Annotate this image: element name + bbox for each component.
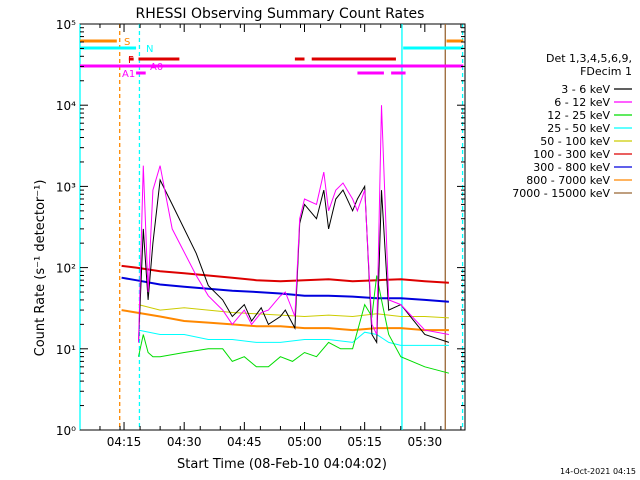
legend-header-line: Det 1,3,4,5,6,9, (546, 52, 632, 65)
legend-entry-label: 300 - 800 keV (533, 161, 610, 174)
series-line-50-100-kev (138, 304, 449, 319)
flag-label-a1: A1 (122, 69, 135, 80)
y-tick-label: 10² (56, 262, 76, 276)
y-tick-label: 10¹ (56, 343, 76, 357)
y-tick-label: 10⁴ (56, 99, 76, 113)
legend-entry-label: 25 - 50 keV (547, 122, 610, 135)
legend-entry-label: 3 - 6 keV (561, 83, 610, 96)
series-line-6-12-kev (138, 105, 449, 343)
legend-entry-label: 800 - 7000 keV (526, 174, 610, 187)
legend-entry-label: 12 - 25 keV (547, 109, 610, 122)
y-axis-label: Count Rate (s⁻¹ detector⁻¹) (33, 180, 48, 357)
legend-entry-label: 50 - 100 keV (540, 135, 610, 148)
x-tick-label: 05:15 (347, 435, 382, 449)
x-tick-label: 04:15 (107, 435, 142, 449)
flag-bars: S N F A0 A1 (79, 24, 464, 430)
flag-label-n: N (146, 44, 153, 55)
flag-label-s: S (124, 37, 130, 48)
flag-label-a0: A0 (150, 62, 163, 73)
legend-entry-label: 6 - 12 keV (554, 96, 610, 109)
legend-entry-label: 7000 - 15000 keV (512, 187, 610, 200)
x-tick-label: 05:30 (408, 435, 443, 449)
x-tick-label: 05:00 (287, 435, 322, 449)
y-tick-label: 10³ (56, 180, 76, 194)
legend-entry-label: 100 - 300 keV (533, 148, 610, 161)
flag-label-f: F (128, 55, 134, 66)
series-line-800-7000-kev (121, 309, 449, 332)
series-line-100-300-kev (121, 264, 449, 284)
plot-frame (79, 23, 466, 431)
footer-timestamp: 14-Oct-2021 04:15 (560, 467, 636, 476)
legend-header-line: FDecim 1 (580, 65, 632, 78)
series-line-300-800-kev (121, 276, 449, 303)
y-tick-label: 10⁰ (56, 424, 76, 438)
series-lines (121, 105, 450, 374)
series-line-25-50-kev (138, 329, 449, 346)
x-axis-label: Start Time (08-Feb-10 04:04:02) (177, 457, 387, 472)
x-tick-label: 04:45 (227, 435, 262, 449)
series-line-12-25-kev (138, 275, 450, 374)
plot-frame-border (79, 23, 466, 431)
x-tick-label: 04:30 (167, 435, 202, 449)
y-tick-label: 10⁵ (56, 18, 76, 32)
chart-title: RHESSI Observing Summary Count Rates (136, 6, 425, 22)
axes: 04:15 04:30 04:45 05:00 05:15 05:30 10⁰ 10¹ 10² 1… (56, 18, 465, 449)
